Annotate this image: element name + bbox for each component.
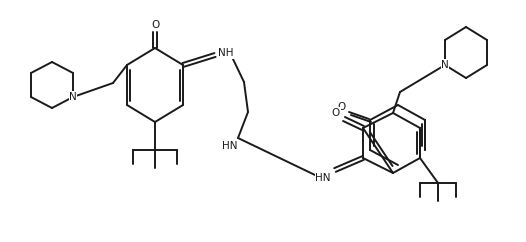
Text: N: N — [69, 92, 77, 102]
Text: NH: NH — [218, 48, 234, 58]
Text: HN: HN — [222, 141, 238, 151]
Text: HN: HN — [315, 173, 331, 183]
Text: O: O — [332, 108, 340, 118]
Text: N: N — [441, 60, 449, 70]
Text: O: O — [338, 102, 346, 112]
Text: O: O — [151, 20, 159, 30]
